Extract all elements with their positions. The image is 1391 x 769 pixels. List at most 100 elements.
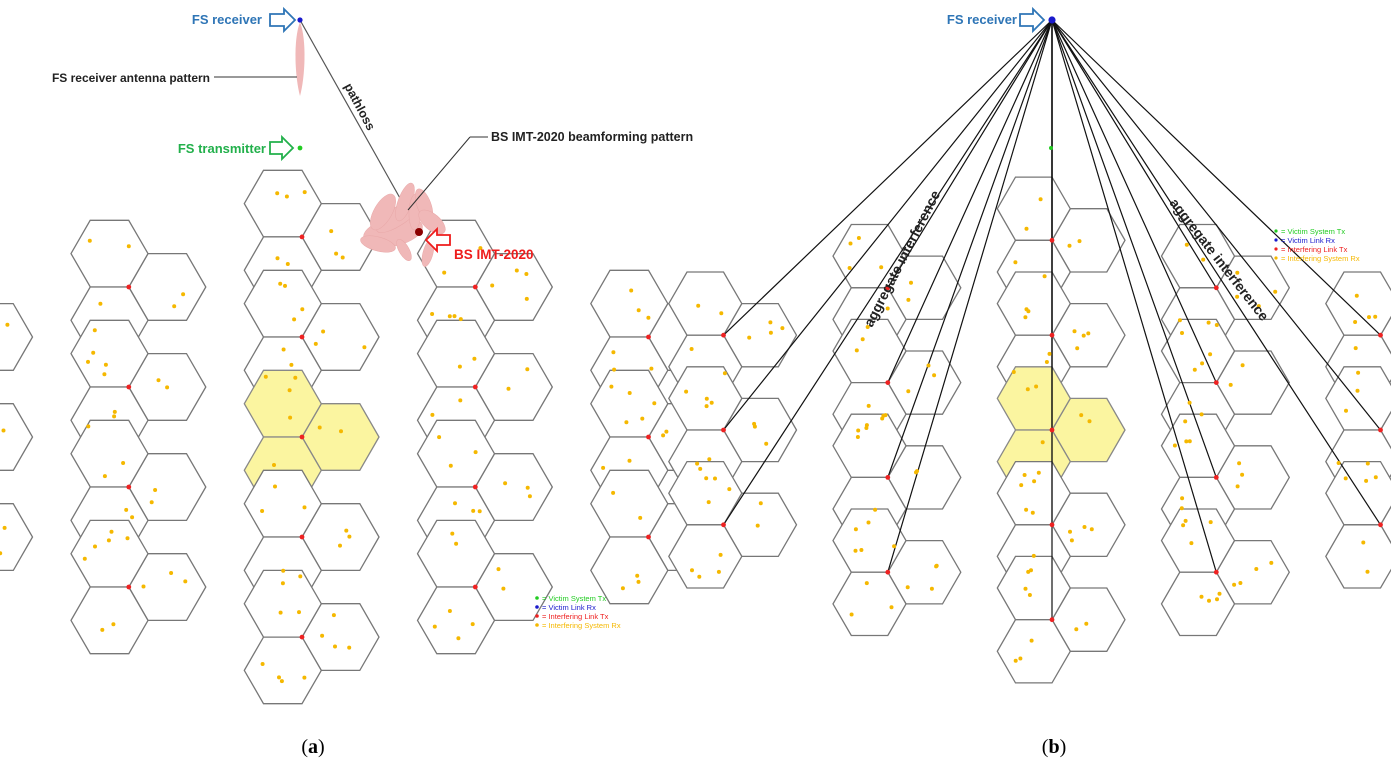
ue-dot: [169, 571, 174, 575]
ue-dot: [450, 531, 455, 536]
ue-dot: [1238, 581, 1243, 585]
caption-a-letter: a: [308, 736, 318, 758]
ue-dot: [1074, 627, 1079, 632]
ue-dot: [289, 362, 294, 367]
ue-dot: [1086, 331, 1091, 336]
ue-dots-b: [684, 197, 1383, 663]
caption-b-letter: b: [1048, 736, 1059, 758]
ue-dot: [1189, 541, 1194, 546]
ue-dot: [1354, 293, 1359, 298]
ue-dot: [1026, 309, 1031, 314]
interfering-tx-dot: [1049, 332, 1055, 338]
panel-b: FS receiver aggregate interference aggre…: [668, 6, 1391, 758]
ue-dot: [689, 347, 694, 351]
ue-dot: [1027, 593, 1032, 597]
hex-cell: [1325, 271, 1391, 336]
fs-receiver-marker-b: [1048, 16, 1056, 24]
ue-dot: [698, 466, 703, 471]
ue-dot: [1042, 274, 1047, 279]
ue-dot: [293, 375, 298, 380]
interfering-tx-dot: [472, 384, 478, 390]
ue-dot: [112, 414, 117, 419]
ue-dot: [695, 461, 700, 466]
ue-dot: [909, 280, 913, 285]
legend-b-interfering-rx: = Interfering System Rx: [1281, 254, 1360, 263]
ue-dot: [456, 636, 461, 641]
ue-dot: [755, 523, 760, 528]
ue-dot: [458, 398, 463, 403]
ue-dot: [661, 433, 666, 438]
ue-dot: [471, 508, 476, 513]
ue-dot: [1235, 270, 1240, 275]
interfering-tx-dot: [126, 284, 132, 290]
ue-dots-a: [0, 190, 711, 684]
ue-dot: [866, 403, 871, 408]
ue-dot: [278, 281, 283, 286]
ue-dot: [866, 520, 871, 525]
caption-b-open: (: [1042, 736, 1049, 758]
beamforming-leader: [407, 136, 471, 211]
legend-a-interfering-tx: = Interfering Link Tx: [542, 612, 609, 621]
interfering-tx-dot: [1378, 427, 1383, 433]
bs-arrow-icon: [424, 226, 451, 254]
ue-dot: [300, 307, 305, 312]
ue-dot: [929, 586, 934, 591]
caption-a: (a): [301, 736, 324, 758]
ue-dot: [860, 337, 865, 342]
interference-line: [1051, 19, 1382, 526]
ue-dot: [478, 246, 483, 251]
legend-a-victim-rx: = Victim Link Rx: [542, 603, 596, 612]
ue-dot: [288, 415, 293, 420]
ue-dot: [764, 441, 769, 446]
ue-dot: [1199, 412, 1204, 417]
fs-receiver-label-b: FS receiver: [947, 12, 1017, 27]
interfering-tx-dot: [472, 484, 478, 490]
ue-dot: [2, 525, 7, 530]
ue-dot: [277, 675, 281, 680]
ue-dot: [1032, 479, 1037, 484]
interfering-tx-dot: [1049, 617, 1055, 623]
ue-dot: [612, 367, 617, 372]
fs-receiver-arrow-icon: [269, 6, 297, 34]
ue-dot: [752, 424, 757, 429]
legend-b-dot-victim-rx: [1274, 238, 1278, 242]
ue-dot: [1365, 569, 1370, 574]
interfering-tx-dot: [299, 334, 305, 340]
interfering-tx-dot: [885, 569, 891, 575]
legend-a-dot-interfering-rx: [535, 623, 539, 627]
ue-dot: [1038, 197, 1043, 202]
ue-dot: [1206, 320, 1211, 325]
ue-dot: [1353, 320, 1358, 324]
ue-dot: [696, 303, 701, 308]
interference-lines-b: [722, 19, 1382, 620]
ue-dot: [1177, 318, 1182, 323]
ue-dot: [1237, 461, 1242, 466]
ue-dot: [86, 424, 91, 429]
ue-dot: [856, 236, 861, 240]
ue-dot: [473, 450, 478, 455]
ue-dot: [93, 544, 97, 549]
ue-dot: [86, 359, 90, 364]
ue-dot: [1192, 367, 1197, 372]
beamforming-pattern-label: BS IMT-2020 beamforming pattern: [491, 130, 693, 144]
fs-antenna-pattern: [295, 22, 305, 96]
ue-dot: [125, 536, 130, 541]
ue-dot: [1025, 387, 1030, 392]
ue-dot: [283, 283, 287, 288]
legend-b-interfering-tx: = Interfering Link Tx: [1281, 245, 1348, 254]
legend-a-interfering-rx: = Interfering System Rx: [542, 621, 621, 630]
ue-dot: [1373, 475, 1378, 480]
ue-dot: [1075, 346, 1080, 351]
ue-dot: [320, 633, 325, 638]
panel-a: FS receiver FS receiver antenna pattern …: [0, 6, 727, 758]
ue-dot: [1373, 314, 1378, 319]
bs-imt2020-marker: [415, 228, 423, 236]
ue-dot: [503, 481, 508, 486]
ue-dot: [865, 325, 870, 329]
ue-dot: [1235, 484, 1240, 489]
interference-line: [723, 19, 1053, 431]
ue-dot: [889, 605, 894, 610]
ue-dot: [501, 586, 506, 591]
ue-dot: [704, 404, 709, 409]
interfering-tx-dot: [646, 334, 651, 340]
